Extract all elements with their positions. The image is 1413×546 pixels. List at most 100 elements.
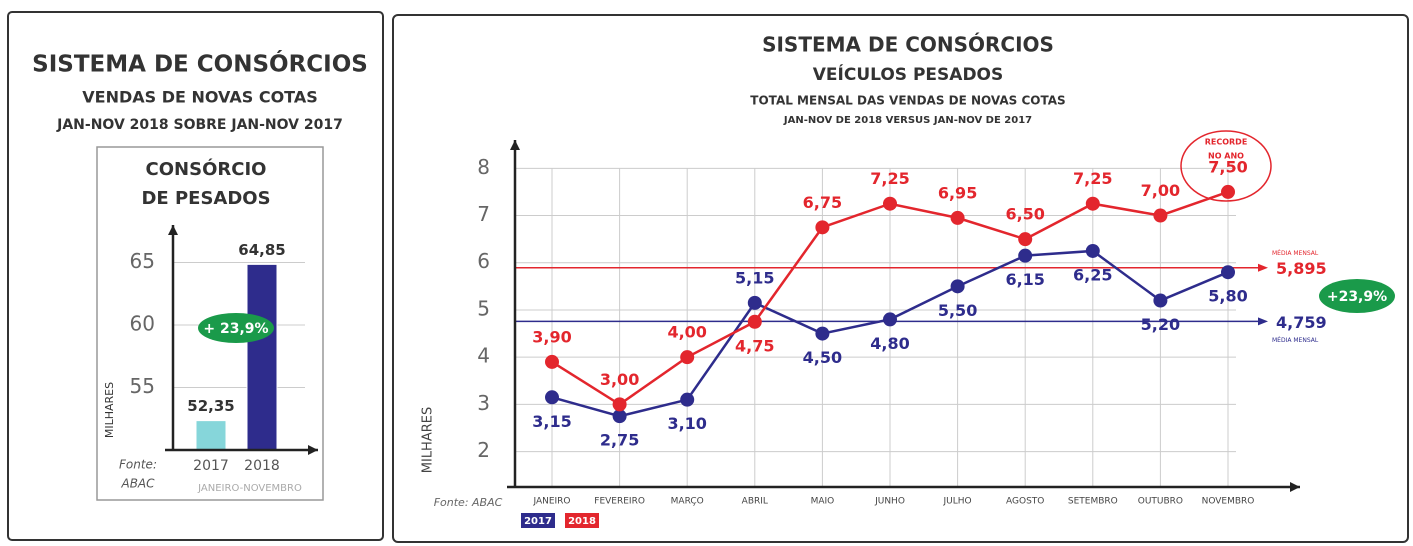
- series-point: [680, 392, 695, 407]
- annotation: + 23,9%: [203, 321, 268, 337]
- x-tick-label: 2017: [193, 458, 229, 474]
- title: SISTEMA DE CONSÓRCIOS: [32, 50, 368, 78]
- bar: [246, 263, 278, 451]
- series-point: [612, 397, 627, 412]
- series-point: [1221, 184, 1235, 199]
- series-point: [545, 390, 559, 405]
- x-tick-label: OUTUBRO: [1138, 497, 1183, 507]
- series-point: [1221, 265, 1235, 280]
- x-tick-label: AGOSTO: [1006, 497, 1044, 507]
- x-tick-label: NOVEMBRO: [1202, 497, 1255, 507]
- annotation: NO ANO: [1208, 152, 1244, 161]
- value-label: 6,25: [1073, 265, 1112, 284]
- value-label: 2,75: [600, 431, 639, 450]
- series-point: [680, 350, 695, 365]
- series-point: [545, 354, 559, 369]
- x-tick-label: MARÇO: [671, 497, 704, 507]
- value-label: 4,80: [870, 334, 909, 353]
- series-point: [747, 295, 762, 310]
- series-point: [1085, 243, 1100, 258]
- series-point: [1153, 293, 1168, 308]
- y-axis-head: [510, 140, 520, 150]
- series-point: [815, 220, 830, 235]
- value-label: 7,25: [870, 169, 909, 188]
- y-tick-label: 55: [130, 374, 155, 398]
- reference-arrow: [1258, 263, 1268, 272]
- series-point: [1018, 232, 1033, 247]
- reference-label: 4,759: [1276, 313, 1327, 332]
- x-tick-label: JULHO: [943, 497, 972, 507]
- series-point: [815, 326, 830, 341]
- inner-title: CONSÓRCIO: [146, 158, 267, 180]
- annotation: +23,9%: [1327, 289, 1387, 305]
- reference-label: 5,895: [1276, 259, 1327, 278]
- y-tick-label: 60: [130, 312, 155, 336]
- bar: [195, 420, 227, 451]
- y-tick-label: 8: [477, 155, 490, 179]
- badge: [198, 313, 274, 343]
- y-tick-label: 3: [477, 391, 490, 415]
- series-point: [612, 409, 627, 424]
- series-point: [950, 279, 965, 294]
- x-tick-label: FEVEREIRO: [594, 497, 645, 507]
- y-tick-label: 7: [477, 202, 490, 226]
- subtitle2: TOTAL MENSAL DAS VENDAS DE NOVAS COTAS: [750, 94, 1065, 108]
- value-label: 5,15: [735, 268, 774, 287]
- x-tick-label: JANEIRO: [532, 497, 570, 507]
- value-label: 3,90: [532, 327, 571, 346]
- x-tick-label: ABRIL: [742, 497, 768, 507]
- x-axis-head: [1290, 482, 1300, 492]
- value-label: 7,50: [1208, 157, 1247, 176]
- reference-name: MÉDIA MENSAL: [1272, 249, 1319, 257]
- period: JAN-NOV 2018 SOBRE JAN-NOV 2017: [56, 117, 343, 133]
- value-label: 5,50: [938, 301, 977, 320]
- record-circle: [1180, 130, 1272, 202]
- value-label: 3,15: [532, 412, 571, 431]
- x-axis-head: [308, 445, 318, 455]
- legend-label: 2018: [568, 516, 596, 527]
- y-tick-label: 4: [477, 344, 490, 368]
- value-label: 4,00: [667, 323, 706, 342]
- series-point: [883, 312, 897, 327]
- series-point: [747, 314, 762, 329]
- value-label: 3,10: [667, 414, 706, 433]
- value-label: 3,00: [600, 370, 639, 389]
- subtitle: VENDAS DE NOVAS COTAS: [82, 88, 318, 107]
- legend-swatch: [521, 513, 555, 528]
- annotation: RECORDE: [1205, 138, 1248, 147]
- badge: [1319, 279, 1395, 313]
- series-point: [1085, 196, 1100, 211]
- legend-swatch: [565, 513, 599, 528]
- value-label: 7,00: [1141, 181, 1180, 200]
- x-tick-label: 2018: [244, 458, 280, 474]
- value-label: 6,95: [938, 183, 977, 202]
- y-label: MILHARES: [421, 407, 436, 473]
- value-label: 4,50: [803, 348, 842, 367]
- value-label: 6,15: [1005, 270, 1044, 289]
- value-label: 4,75: [735, 336, 774, 355]
- x-tick-label: JUNHO: [874, 497, 905, 507]
- value-label: 6,75: [803, 193, 842, 212]
- x-label: JANEIRO-NOVEMBRO: [197, 483, 302, 494]
- y-axis-head: [168, 225, 178, 235]
- source: Fonte: ABAC: [434, 496, 503, 509]
- series-point: [883, 196, 897, 211]
- subtitle: VEÍCULOS PESADOS: [813, 63, 1004, 85]
- value-label: 6,50: [1005, 205, 1044, 224]
- y-tick-label: 2: [477, 438, 490, 462]
- series-point: [950, 210, 965, 225]
- value-label: 5,20: [1141, 315, 1180, 334]
- legend-label: 2017: [524, 516, 552, 527]
- value-label: 52,35: [187, 397, 234, 415]
- inner-title: DE PESADOS: [141, 188, 270, 209]
- y-tick-label: 6: [477, 249, 490, 273]
- value-label: 5,80: [1208, 287, 1247, 306]
- y-tick-label: 65: [130, 249, 155, 273]
- series-point: [1018, 248, 1033, 263]
- x-tick-label: SETEMBRO: [1068, 497, 1118, 507]
- value-label: 7,25: [1073, 169, 1112, 188]
- series-point: [1153, 208, 1168, 223]
- source: ABAC: [120, 477, 155, 491]
